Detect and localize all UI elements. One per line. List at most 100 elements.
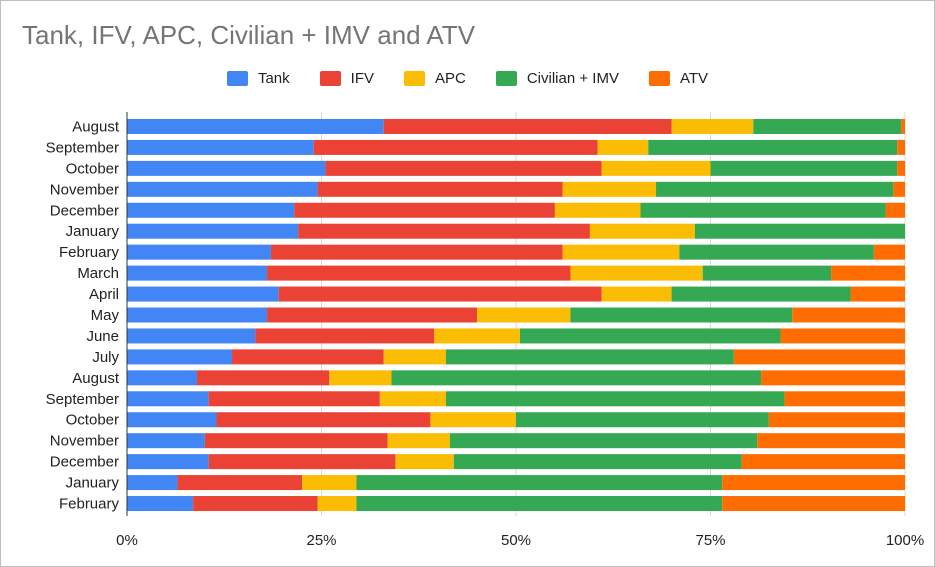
- x-tick-label: 25%: [306, 532, 336, 549]
- bar-segment-civilian-imv: [671, 286, 851, 302]
- bar-segment-civilian-imv: [445, 349, 734, 365]
- bar-segment-tank: [127, 391, 209, 407]
- bar-segment-atv: [722, 496, 905, 512]
- bar-segment-atv: [897, 139, 905, 155]
- bar-segment-ifv: [204, 433, 388, 449]
- bar-segment-apc: [387, 433, 450, 449]
- x-tick-label: 75%: [695, 532, 725, 549]
- category-label: January: [66, 223, 120, 240]
- bar-segment-tank: [127, 496, 194, 512]
- legend-label: ATV: [679, 70, 709, 87]
- category-label: September: [46, 391, 119, 408]
- x-tick-label: 0%: [116, 532, 138, 549]
- legend-item-tank: Tank: [226, 70, 290, 87]
- category-label: September: [46, 139, 119, 156]
- bar-segment-ifv: [317, 181, 563, 197]
- bar-segment-tank: [127, 202, 295, 218]
- legend-label: APC: [435, 70, 466, 87]
- legend-swatch: [495, 71, 517, 86]
- bar-segment-tank: [127, 286, 279, 302]
- legend-swatch: [648, 71, 670, 86]
- bar-segment-ifv: [278, 286, 602, 302]
- category-label: November: [50, 181, 119, 198]
- legend-item-civilian-imv: Civilian + IMV: [495, 70, 619, 87]
- bar-segment-apc: [554, 202, 641, 218]
- bar-segment-apc: [570, 265, 703, 281]
- bar-segment-atv: [873, 244, 905, 260]
- bar-segment-ifv: [216, 412, 431, 428]
- bar-segment-tank: [127, 181, 318, 197]
- bar-segment-civilian-imv: [710, 160, 898, 176]
- legend-item-ifv: IFV: [319, 70, 374, 87]
- bar-segment-tank: [127, 370, 198, 386]
- bar-segment-apc: [562, 244, 680, 260]
- bar-segment-tank: [127, 349, 233, 365]
- bar-segment-tank: [127, 454, 209, 470]
- legend-swatch: [404, 71, 425, 86]
- legend-item-apc: APC: [404, 70, 466, 87]
- bar-segment-apc: [395, 454, 454, 470]
- bar-segment-civilian-imv: [702, 265, 832, 281]
- bar-segment-tank: [127, 244, 271, 260]
- bar-segment-tank: [127, 223, 299, 239]
- category-label: December: [50, 454, 119, 471]
- bar-segment-civilian-imv: [445, 391, 785, 407]
- bar-segment-ifv: [267, 307, 478, 323]
- x-tick-label: 50%: [501, 532, 531, 549]
- bar-segment-civilian-imv: [753, 118, 902, 134]
- bar-segment-ifv: [208, 454, 396, 470]
- legend-item-atv: ATV: [648, 70, 709, 87]
- bar-segment-apc: [477, 307, 571, 323]
- bar-segment-apc: [430, 412, 516, 428]
- bar-segment-atv: [850, 286, 905, 302]
- bar-segment-atv: [733, 349, 905, 365]
- bar-segment-atv: [893, 181, 905, 197]
- bar-segment-apc: [671, 118, 754, 134]
- category-label: August: [72, 118, 120, 135]
- bar-segment-civilian-imv: [570, 307, 793, 323]
- bar-segment-ifv: [383, 118, 672, 134]
- bar-segment-atv: [784, 391, 905, 407]
- bar-segment-tank: [127, 160, 326, 176]
- bar-segment-tank: [127, 139, 314, 155]
- bar-segment-tank: [127, 328, 256, 344]
- bar-segment-atv: [792, 307, 905, 323]
- bar-segment-atv: [780, 328, 905, 344]
- bar-segment-ifv: [325, 160, 602, 176]
- legend-label: IFV: [350, 70, 374, 87]
- bar-segment-atv: [768, 412, 905, 428]
- bar-segment-ifv: [313, 139, 598, 155]
- bar-segment-ifv: [193, 496, 318, 512]
- bar-segment-apc: [562, 181, 657, 197]
- bar-segment-civilian-imv: [648, 139, 898, 155]
- bar-segment-atv: [741, 454, 905, 470]
- category-label: February: [59, 244, 120, 261]
- bar-segment-civilian-imv: [694, 223, 905, 239]
- bar-segment-ifv: [294, 202, 555, 218]
- bar-segment-tank: [127, 475, 178, 491]
- bar-segment-ifv: [177, 475, 303, 491]
- bar-segment-apc: [302, 475, 357, 491]
- bar-segment-apc: [329, 370, 392, 386]
- bar-segment-apc: [383, 349, 446, 365]
- category-label: April: [89, 286, 119, 303]
- category-label: July: [92, 349, 119, 366]
- bar-segment-civilian-imv: [356, 475, 723, 491]
- bar-segment-tank: [127, 118, 384, 134]
- category-label: January: [66, 475, 120, 492]
- bar-segment-ifv: [267, 265, 571, 281]
- bar-segment-apc: [601, 286, 672, 302]
- bar-segment-civilian-imv: [453, 454, 742, 470]
- bar-segment-tank: [127, 412, 217, 428]
- bar-segment-tank: [127, 307, 268, 323]
- bar-segment-civilian-imv: [640, 202, 886, 218]
- category-label: August: [72, 370, 120, 387]
- bar-segment-atv: [761, 370, 905, 386]
- bar-segment-atv: [901, 118, 905, 134]
- legend-swatch: [319, 71, 341, 86]
- bar-segment-atv: [757, 433, 905, 449]
- bar-segment-civilian-imv: [356, 496, 723, 512]
- bar-segment-atv: [722, 475, 905, 491]
